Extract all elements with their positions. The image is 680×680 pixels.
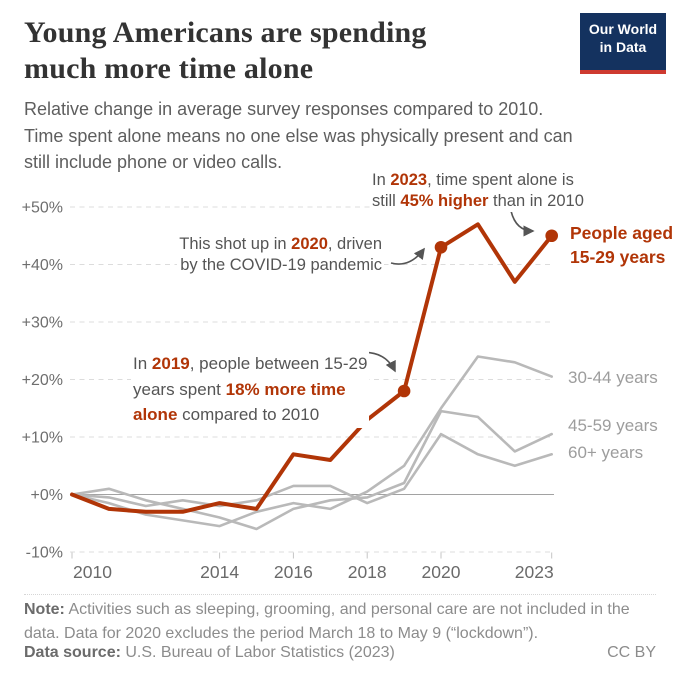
annotation-2020: This shot up in 2020, driven by the COVID… (177, 234, 384, 276)
owid-logo-red-bar (580, 70, 666, 74)
text-line: Note: Activities such as sleeping, groom… (24, 601, 630, 618)
x-axis-tick-label: 2018 (348, 562, 387, 582)
series-line-45-59-years (70, 409, 554, 531)
x-axis-tick-label: 2014 (200, 562, 239, 582)
series-label-30-44-years: 30-44 years (568, 368, 658, 387)
y-axis-tick-label: +20% (22, 372, 63, 389)
text-line: data. Data for 2020 excludes the period … (24, 625, 539, 642)
subtitle-line: still include phone or video calls. (24, 152, 283, 172)
text-line: In 2023, time spent alone is (372, 171, 574, 189)
text-line: This shot up in 2020, driven (179, 235, 382, 253)
data-point-2023 (545, 229, 558, 243)
subtitle-line: Relative change in average survey respon… (24, 99, 544, 119)
footer-divider (24, 594, 656, 595)
text-line: alone compared to 2010 (133, 405, 320, 424)
page-title: Young Americans are spending much more t… (24, 15, 564, 87)
annotation-arrow-2023 (510, 210, 535, 237)
y-axis-tick-label: -10% (26, 545, 63, 562)
title-line-1: Young Americans are spending (24, 16, 427, 49)
y-axis-tick-label: +40% (22, 257, 63, 274)
text-line: In 2019, people between 15-29 (133, 354, 368, 373)
annotation-arrow-2020 (390, 247, 425, 265)
y-axis-tick-label: +50% (22, 200, 63, 217)
data-point-2020 (434, 240, 448, 254)
x-axis-tick-label: 2016 (274, 562, 313, 582)
license-label: CC BY (607, 644, 656, 661)
annotation-2019: In 2019, people between 15-29 years spent… (131, 351, 370, 428)
owid-logo-line-1: Our World (588, 21, 658, 37)
annotation-2023: In 2023, time spent alone is still 45% hi… (370, 170, 586, 212)
owid-logo: Our World in Data (580, 13, 666, 74)
x-axis-tick-label: 2023 (515, 562, 554, 582)
series-line-people-aged-15-29-years (70, 222, 554, 514)
y-axis-tick-label: +0% (31, 487, 63, 504)
series-line-30-44-years (70, 355, 554, 528)
y-axis-tick-label: +10% (22, 430, 63, 447)
y-axis-tick-label: +30% (22, 315, 63, 332)
chart-subtitle: Relative change in average survey respon… (24, 96, 624, 176)
x-axis-tick-label: 2020 (422, 562, 461, 582)
text-line: years spent 18% more time (133, 379, 346, 399)
series-label-60+-years: 60+ years (568, 443, 644, 462)
chart-note: Note: Activities such as sleeping, groom… (24, 598, 664, 646)
x-axis-tick-label: 2010 (73, 562, 112, 582)
series-line-60+-years (70, 432, 554, 508)
series-label-45-59-years: 45-59 years (568, 416, 658, 435)
data-point-2019 (397, 384, 411, 398)
data-source: Data source: U.S. Bureau of Labor Statis… (24, 644, 395, 661)
title-line-2: much more time alone (24, 52, 314, 85)
owid-logo-line-2: in Data (599, 38, 647, 55)
text-line: still 45% higher than in 2010 (372, 192, 584, 210)
series-label-people-aged-15-29-years: People aged 15-29 years (570, 223, 674, 267)
subtitle-line: Time spent alone means no one else was p… (24, 125, 573, 146)
text-line: by the COVID-19 pandemic (180, 256, 382, 274)
